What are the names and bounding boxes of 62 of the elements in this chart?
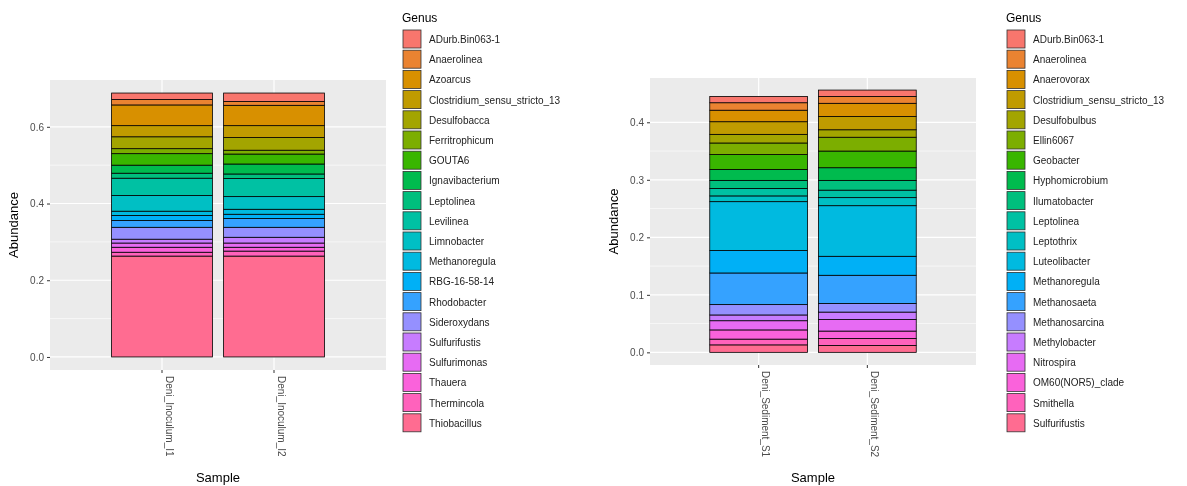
y-tick-label: 0.4: [30, 198, 45, 210]
legend-label: Clostridium_sensu_stricto_13: [1033, 94, 1165, 106]
legend-label: Desulfobulbus: [1033, 114, 1097, 126]
legend-label: Anaerolinea: [1033, 54, 1087, 66]
legend-label: Ignavibacterium: [429, 175, 500, 187]
legend-label: GOUTA6: [429, 155, 470, 167]
legend-label: ADurb.Bin063-1: [429, 34, 501, 45]
legend-label: Hyphomicrobium: [1033, 175, 1109, 187]
legend-label: Luteolibacter: [1033, 256, 1091, 268]
legend-label: Thiobacillus: [429, 417, 482, 429]
legend-label: Ellin6067: [1033, 135, 1075, 146]
legend-label: Sulfurifustis: [429, 337, 481, 348]
legend-label: Leptothrix: [1033, 236, 1077, 247]
legend-label: OM60(NOR5)_clade: [1033, 377, 1125, 389]
x-tick-label: Deni_Sediment_S1: [760, 371, 772, 458]
legend-label: RBG-16-58-14: [429, 276, 495, 288]
y-tick-label: 0.0: [30, 351, 45, 363]
bar: [223, 255, 325, 358]
legend-label: Azoarcus: [429, 74, 471, 86]
legend-title: Genus: [1006, 11, 1042, 25]
legend-label: Methanosarcina: [1033, 316, 1105, 328]
y-tick-label: 0.0: [630, 347, 645, 359]
legend-label: Thauera: [429, 377, 467, 389]
legend-label: Anaerovorax: [1033, 74, 1090, 86]
y-tick-label: 0.2: [630, 232, 645, 244]
x-tick-label: Deni_Inoculum_I1: [163, 376, 175, 458]
x-tick-label: Deni_Sediment_S2: [868, 371, 880, 458]
legend-label: Geobacter: [1033, 155, 1081, 167]
legend-label: Levilinea: [429, 215, 469, 227]
y-tick-label: 0.4: [630, 116, 645, 128]
legend-label: Desulfobacca: [429, 114, 491, 126]
x-axis-title: Sample: [790, 470, 836, 485]
legend-label: Sideroxydans: [429, 316, 490, 328]
legend-label: Sulfurimonas: [429, 357, 488, 369]
y-tick-label: 0.6: [30, 121, 45, 133]
legend-label: Ilumatobacter: [1033, 195, 1095, 207]
legend-label: Methanoregula: [429, 256, 497, 268]
legend-label: Ferritrophicum: [429, 135, 494, 146]
y-tick-label: 0.3: [630, 174, 645, 186]
legend-label: Nitrospira: [1033, 357, 1077, 369]
legend-label: ADurb.Bin063-1: [1033, 34, 1105, 45]
y-axis-title: Abundance: [606, 188, 621, 255]
x-tick-label: Deni_Inoculum_I2: [275, 376, 287, 458]
legend-label: Smithella: [1033, 397, 1075, 409]
legend-label: Limnobacter: [429, 236, 485, 247]
legend-label: Rhodobacter: [429, 296, 487, 308]
y-tick-label: 0.2: [30, 274, 45, 286]
legend-title: Genus: [402, 11, 438, 25]
legend-label: Anaerolinea: [429, 54, 483, 66]
y-tick-label: 0.1: [630, 289, 645, 301]
legend-label: Clostridium_sensu_stricto_13: [429, 94, 561, 106]
legend-label: Thermincola: [429, 397, 485, 409]
legend-label: Methanosaeta: [1033, 296, 1097, 308]
bar: [223, 92, 325, 102]
bar: [111, 255, 213, 358]
legend-label: Methanoregula: [1033, 276, 1101, 288]
legend-label: Sulfurifustis: [1033, 417, 1085, 429]
legend-label: Methylobacter: [1033, 337, 1097, 348]
y-axis-title: Abundance: [6, 192, 21, 258]
legend-label: Leptolinea: [429, 195, 476, 207]
x-axis-title: Sample: [195, 470, 241, 485]
legend-label: Leptolinea: [1033, 215, 1080, 227]
